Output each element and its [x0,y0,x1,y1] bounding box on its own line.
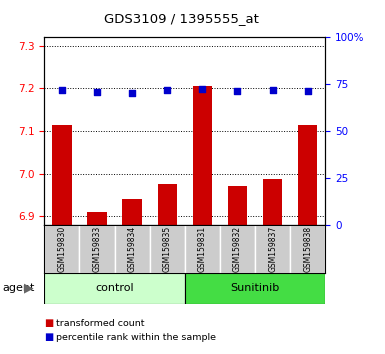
Point [164,87,170,92]
Bar [157,184,177,225]
Text: agent: agent [2,283,34,293]
Text: GSM159831: GSM159831 [198,225,207,272]
Text: GSM159832: GSM159832 [233,225,242,272]
Text: Sunitinib: Sunitinib [231,283,280,293]
Bar [150,225,185,273]
Point [305,88,311,93]
Text: GSM159834: GSM159834 [127,225,137,272]
Text: ■: ■ [44,318,54,328]
Bar [87,212,107,225]
Text: percentile rank within the sample: percentile rank within the sample [56,333,216,342]
Point [129,90,135,95]
Point [59,87,65,92]
Text: GSM159835: GSM159835 [163,225,172,272]
Bar [44,273,185,304]
Text: GSM159838: GSM159838 [303,225,312,272]
Text: GDS3109 / 1395555_at: GDS3109 / 1395555_at [104,12,258,25]
Point [199,86,206,92]
Bar [290,225,325,273]
Text: control: control [95,283,134,293]
Bar [185,273,325,304]
Point [94,89,100,95]
Text: GSM159830: GSM159830 [57,225,66,272]
Point [270,87,276,92]
Bar [115,225,150,273]
Point [234,88,241,93]
Text: ▶: ▶ [24,282,34,295]
Bar [263,179,282,225]
Bar [44,225,79,273]
Bar [298,125,317,225]
Text: GSM159833: GSM159833 [92,225,102,272]
Text: transformed count: transformed count [56,319,144,328]
Bar [220,225,255,273]
Bar [79,225,115,273]
Text: GSM159837: GSM159837 [268,225,277,272]
Bar [52,125,72,225]
Bar [122,199,142,225]
Text: ■: ■ [44,332,54,342]
Bar [193,86,212,225]
Bar [185,225,220,273]
Bar [228,185,247,225]
Bar [255,225,290,273]
